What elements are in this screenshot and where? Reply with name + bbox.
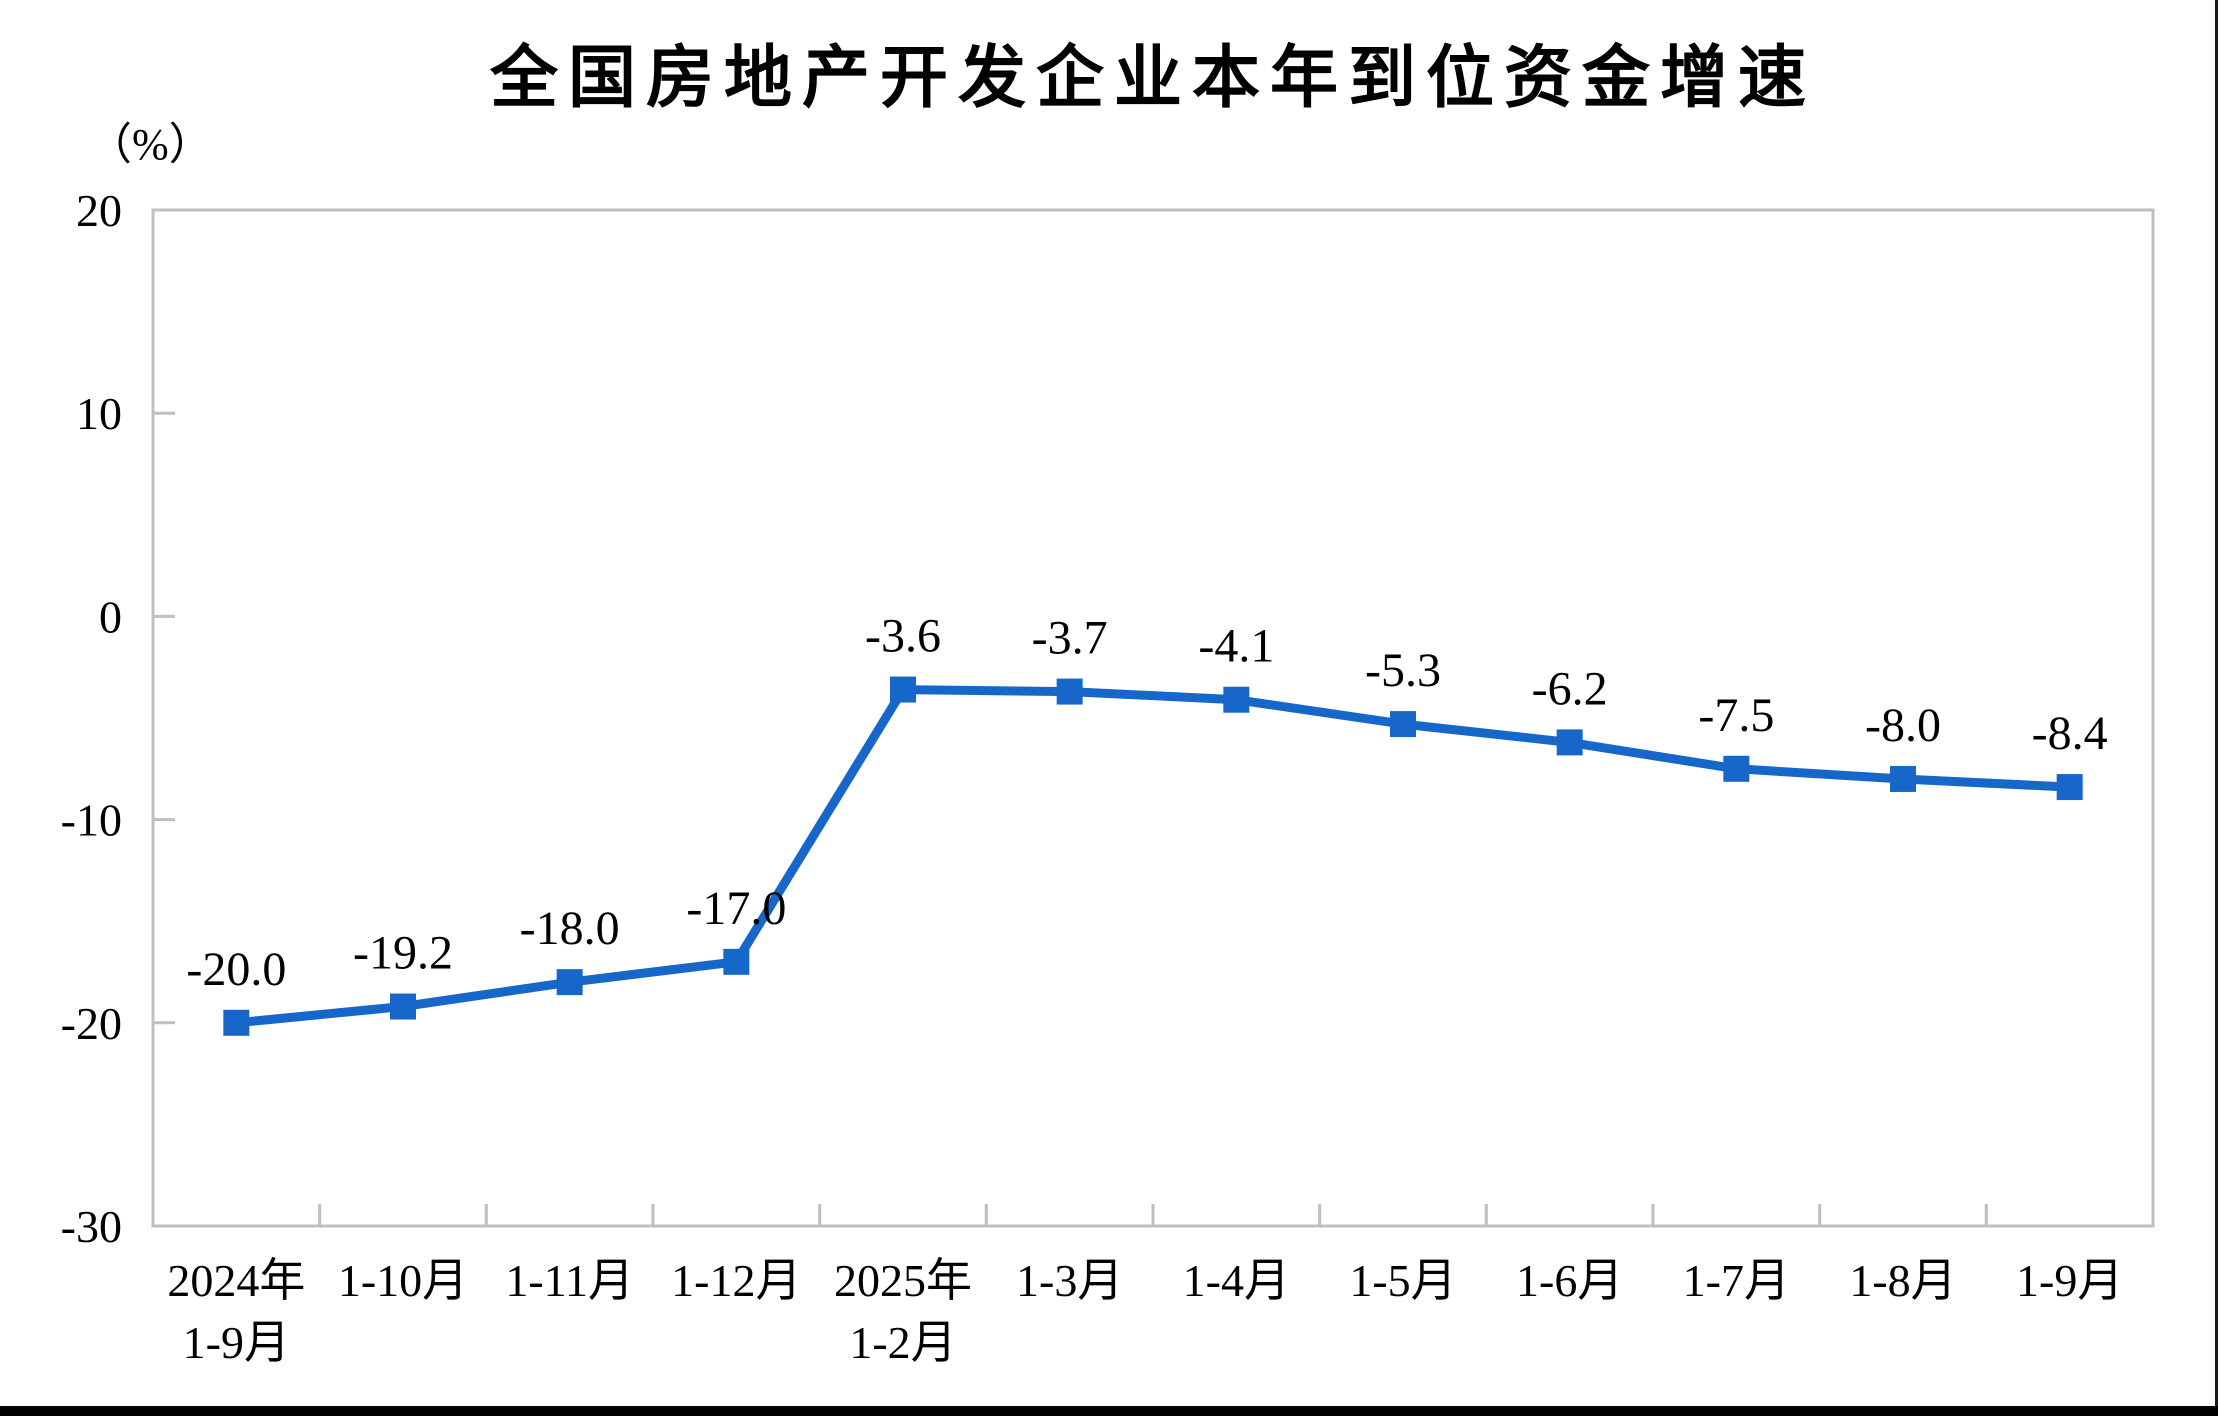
data-point-marker bbox=[223, 1009, 250, 1036]
data-point-marker bbox=[723, 948, 750, 975]
y-axis-tick-label: 10 bbox=[76, 388, 122, 439]
data-point-marker bbox=[1056, 678, 1083, 705]
x-axis-category-label: 1-4月 bbox=[1183, 1255, 1290, 1306]
data-point-label: -3.7 bbox=[1032, 612, 1108, 665]
x-axis-category-label: 1-11月 bbox=[505, 1255, 634, 1306]
x-axis-category-label: 1-9月 bbox=[2016, 1255, 2123, 1306]
x-axis-category-label: 2025年 bbox=[834, 1255, 972, 1306]
data-point-label: -20.0 bbox=[186, 943, 286, 996]
data-point-label: -8.4 bbox=[2032, 707, 2108, 760]
data-point-marker bbox=[1890, 765, 1916, 792]
screen-bottom-bar bbox=[0, 1406, 2218, 1416]
data-point-label: -18.0 bbox=[520, 902, 620, 955]
data-point-label: -3.6 bbox=[865, 610, 941, 663]
data-point-label: -6.2 bbox=[1532, 662, 1608, 715]
data-point-label: -5.3 bbox=[1365, 644, 1441, 697]
data-point-label: -19.2 bbox=[353, 927, 453, 980]
x-axis-category-label: 1-6月 bbox=[1516, 1255, 1623, 1306]
plot-frame bbox=[151, 208, 2155, 1228]
x-axis-category-label: 1-3月 bbox=[1016, 1255, 1123, 1306]
y-axis-tick-label: 0 bbox=[99, 591, 122, 642]
x-axis-category-label: 1-2月 bbox=[849, 1317, 956, 1368]
data-point-marker bbox=[2056, 774, 2083, 801]
data-point-label: -17.0 bbox=[686, 882, 786, 935]
y-axis-unit-label: （%） bbox=[88, 120, 213, 169]
data-point-marker bbox=[1390, 711, 1416, 738]
screen-right-edge-line bbox=[2215, 0, 2218, 1416]
x-axis-category-label: 1-7月 bbox=[1683, 1255, 1790, 1306]
y-axis-tick-label: -30 bbox=[61, 1201, 122, 1252]
x-axis-category-label: 1-8月 bbox=[1849, 1255, 1956, 1306]
data-point-label: -7.5 bbox=[1698, 689, 1774, 742]
x-axis-category-label: 1-12月 bbox=[671, 1255, 801, 1306]
data-point-marker bbox=[890, 676, 916, 703]
data-line bbox=[235, 685, 2070, 1028]
x-axis-category-label: 2024年 bbox=[167, 1255, 305, 1306]
data-point-marker bbox=[390, 993, 416, 1020]
data-point-marker bbox=[1556, 729, 1583, 756]
data-point-marker bbox=[1223, 686, 1250, 713]
x-axis-category-label: 1-10月 bbox=[338, 1255, 468, 1306]
data-point-label: -4.1 bbox=[1198, 620, 1274, 673]
x-axis-category-label: 1-9月 bbox=[183, 1317, 290, 1368]
chart-title: 全国房地产开发企业本年到位资金增速 bbox=[489, 40, 1816, 116]
y-axis-tick-label: 20 bbox=[76, 185, 122, 236]
data-point-marker bbox=[1723, 755, 1750, 782]
data-point-marker bbox=[556, 969, 583, 996]
y-axis-tick-label: -20 bbox=[61, 998, 122, 1049]
y-axis-tick-label: -10 bbox=[61, 795, 122, 846]
data-point-label: -8.0 bbox=[1865, 699, 1941, 752]
x-axis-category-label: 1-5月 bbox=[1349, 1255, 1456, 1306]
